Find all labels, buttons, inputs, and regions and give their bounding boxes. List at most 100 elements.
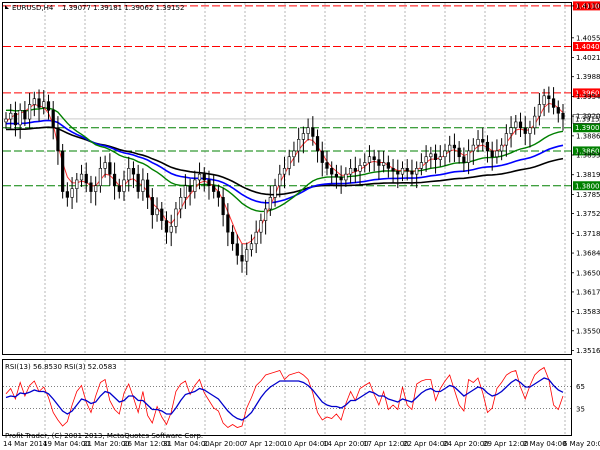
candle-body: [339, 176, 343, 181]
candle-body: [542, 95, 546, 105]
support-price-tag: [573, 123, 600, 133]
time-tick-label: 31 Mar 04:00: [163, 440, 210, 448]
candle-body: [372, 156, 376, 160]
candle-body: [56, 127, 60, 152]
rsi-slow-line: [5, 377, 564, 421]
time-tick-label: 10 Apr 04:00: [283, 440, 329, 448]
candle-body: [297, 139, 301, 152]
rsi-fast-line: [5, 366, 564, 429]
candle-body: [438, 156, 442, 160]
support-price-tag-label: 1.38000: [575, 182, 600, 190]
candle-body: [216, 191, 221, 198]
price-tick-label: 1.35500: [576, 327, 600, 335]
price-tick-label: 1.38530: [576, 152, 600, 160]
price-level-lines[interactable]: 1.41100 1.40400 1.39600 1.39000 1.38600 1.380…: [3, 1, 600, 191]
candle-body: [108, 162, 112, 175]
candle-body: [405, 168, 409, 172]
candle-body: [28, 104, 32, 120]
candle-body: [547, 95, 551, 100]
candle-body: [70, 188, 74, 198]
candle-body: [311, 127, 315, 137]
time-tick-label: 24 Apr 20:00: [443, 440, 489, 448]
time-tick-label: 26 Mar 12:00: [123, 440, 170, 448]
candle-body: [485, 141, 490, 152]
candle-body: [462, 156, 466, 163]
chart-menu-triangle-icon[interactable]: [5, 5, 9, 9]
candle-body: [75, 179, 79, 189]
candle-body: [334, 173, 339, 178]
candle-body: [226, 214, 230, 233]
candle-body: [61, 150, 65, 192]
candle-body: [207, 179, 211, 187]
price-axis: 1.41100 1.40550 1.40210 1.39880 1.39540 1.392…: [571, 2, 600, 355]
candle-body: [400, 168, 405, 175]
candle-body: [396, 170, 400, 175]
candle-body: [136, 173, 140, 192]
candle-body: [103, 162, 107, 169]
resistance-price-tag: [573, 42, 600, 52]
candle-body: [533, 115, 537, 129]
candle-body: [42, 101, 46, 108]
candle-body: [410, 170, 414, 175]
candle-body: [79, 173, 84, 181]
price-tick-label: 1.39540: [576, 93, 600, 101]
rsi-level-label: 35: [576, 405, 585, 413]
candle-body: [46, 101, 51, 111]
price-tick-label: 1.35830: [576, 308, 600, 316]
candle-body: [160, 208, 164, 221]
candle-body: [348, 168, 353, 175]
candle-body: [141, 179, 145, 192]
vertical-grid: [44, 3, 566, 435]
candle-body: [131, 168, 136, 175]
candle-body: [382, 162, 386, 166]
price-tick-label: 1.39200: [576, 113, 600, 121]
rsi-header: RSI(13) 56.8530 RSI(3) 52.0583: [5, 363, 117, 371]
candle-body: [23, 110, 27, 120]
resistance-price-tag-label: 1.39600: [575, 89, 600, 97]
candle-body: [301, 133, 305, 140]
candle-body: [146, 179, 150, 198]
price-tick-label: 1.35160: [576, 347, 600, 355]
candle-body: [264, 208, 268, 221]
candle-body: [98, 168, 103, 187]
candle-body: [268, 197, 272, 210]
candle-body: [551, 98, 556, 108]
resistance-price-tag: [573, 1, 600, 11]
candle-body: [150, 197, 154, 216]
time-tick-label: 21 Mar 20:00: [83, 440, 130, 448]
candle-body: [471, 144, 475, 152]
candle-body: [315, 136, 320, 152]
candle-body: [419, 162, 423, 169]
candle-body: [561, 112, 565, 120]
price-panel-frame: [2, 2, 572, 355]
price-tick-label: 1.40210: [576, 54, 600, 62]
candle-body: [202, 173, 206, 181]
candle-body: [386, 162, 390, 169]
candle-body: [179, 197, 183, 210]
candle-body: [4, 118, 8, 123]
price-tick-label: 1.36170: [576, 288, 600, 296]
candle-body: [37, 98, 41, 108]
time-tick-label: 2 May 04:00: [523, 440, 567, 448]
candle-body: [424, 156, 428, 163]
candle-body: [273, 185, 277, 198]
rsi-lines: [5, 366, 564, 429]
rsi-level-label: 65: [576, 383, 585, 391]
candle-body: [245, 249, 249, 262]
candle-body: [230, 231, 235, 245]
ma-blue-line: [5, 119, 564, 204]
candle-body: [254, 231, 258, 245]
candle-body: [495, 150, 499, 158]
candle-body: [363, 162, 367, 166]
candle-body: [325, 162, 329, 169]
candle-body: [476, 139, 480, 146]
candle-body: [32, 98, 36, 105]
resistance-price-tag: [573, 88, 600, 98]
candle-body: [353, 168, 357, 172]
candle-body: [259, 220, 263, 233]
current-price-tag: [572, 114, 600, 124]
candle-body: [282, 168, 287, 175]
